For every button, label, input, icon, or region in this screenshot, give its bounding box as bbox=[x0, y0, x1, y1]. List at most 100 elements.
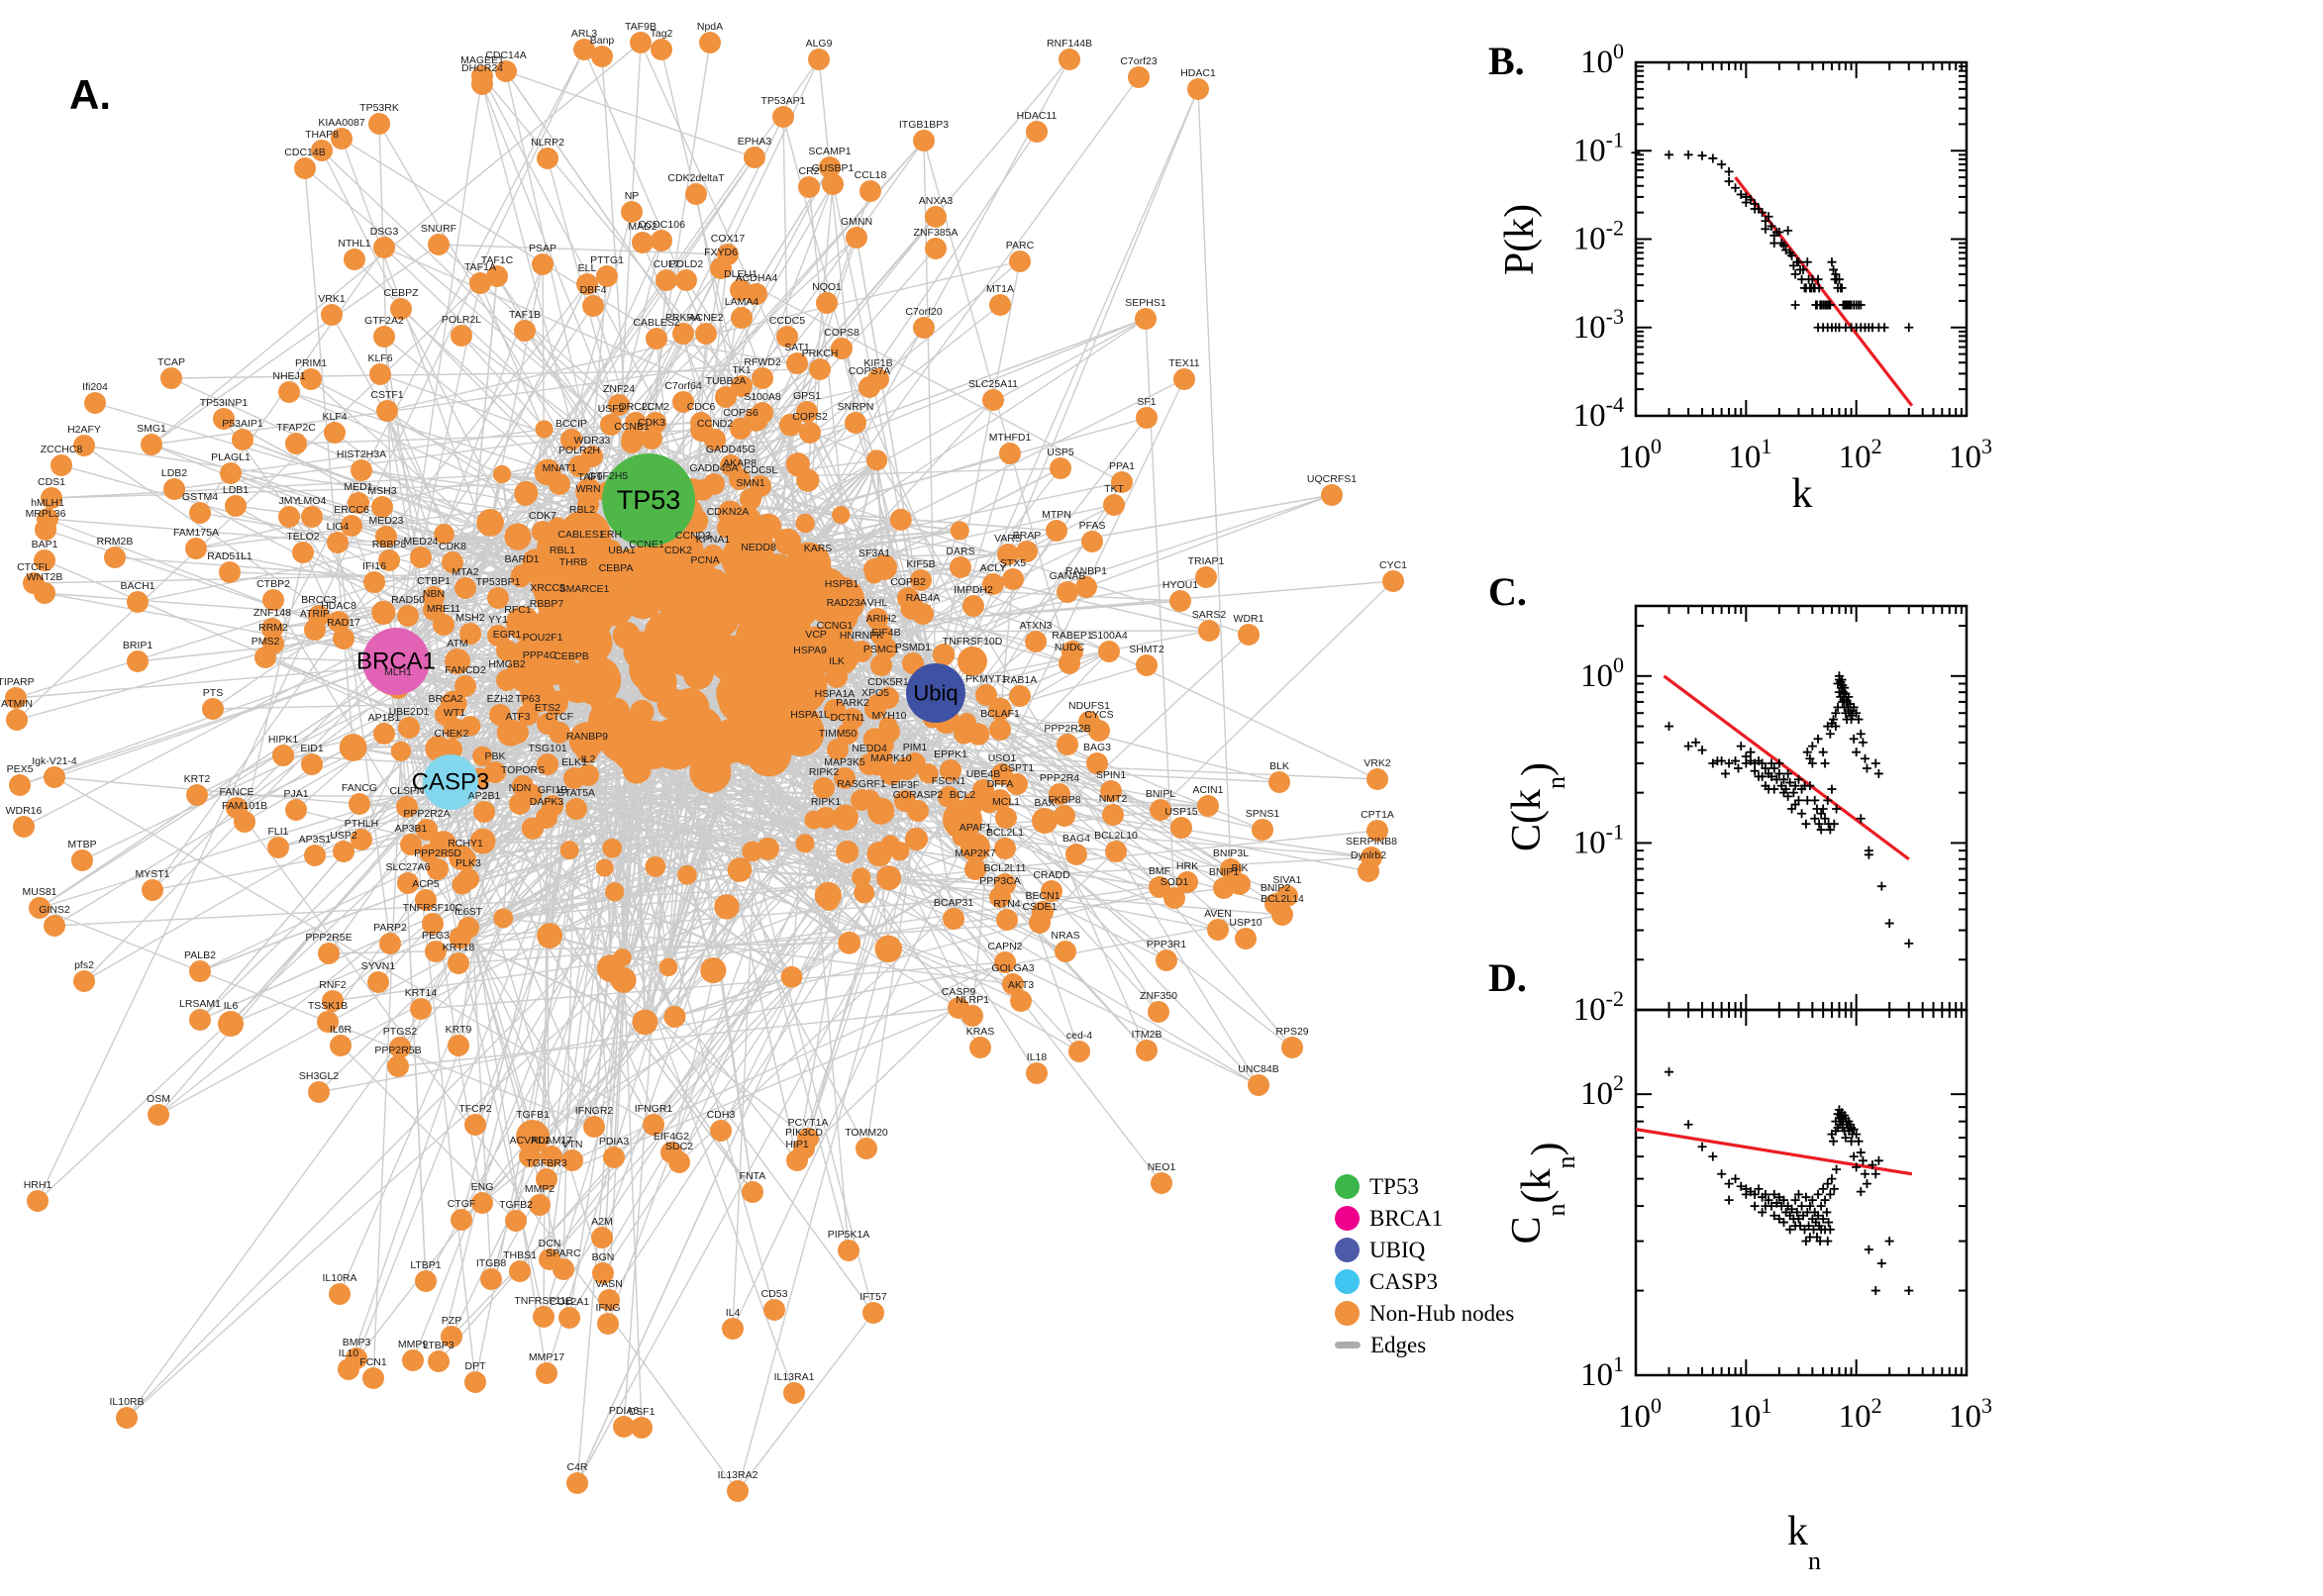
network-node-label: ARIH2 bbox=[866, 613, 897, 625]
network-node bbox=[71, 849, 93, 871]
network-node-label: PTGS2 bbox=[383, 1026, 418, 1038]
network-node-label: CABLES1 bbox=[557, 529, 604, 541]
network-node bbox=[999, 443, 1021, 464]
network-node bbox=[480, 1268, 502, 1290]
network-node-label: ANXA3 bbox=[919, 195, 954, 207]
network-node-label: NP bbox=[625, 190, 640, 202]
network-node-label: BCCIP bbox=[556, 418, 587, 430]
network-node bbox=[690, 412, 712, 434]
network-node bbox=[537, 753, 558, 775]
network-node-label: FNTA bbox=[740, 1170, 766, 1182]
network-node bbox=[311, 140, 333, 161]
network-node-label: SPIN1 bbox=[1096, 769, 1127, 781]
network-node-label: S100A8 bbox=[744, 391, 781, 403]
network-node bbox=[509, 793, 531, 815]
network-node-label: IL10 bbox=[339, 1347, 359, 1359]
network-node bbox=[415, 1270, 437, 1292]
network-node-label: SIVA1 bbox=[1273, 874, 1302, 886]
network-node bbox=[1016, 541, 1038, 562]
network-node-label: RCHY1 bbox=[448, 838, 483, 849]
network-node bbox=[997, 544, 1019, 565]
network-node bbox=[597, 1313, 619, 1335]
network-node bbox=[838, 1240, 859, 1261]
network-node-label: UNC84B bbox=[1238, 1063, 1278, 1075]
network-node bbox=[451, 325, 472, 347]
hub-node-tp53 bbox=[602, 453, 695, 547]
network-node-label: COX17 bbox=[711, 233, 746, 245]
network-node-label: CSF1 bbox=[629, 1406, 656, 1418]
network-node bbox=[913, 130, 935, 151]
network-node bbox=[532, 253, 554, 275]
network-node bbox=[1358, 860, 1379, 882]
network-node bbox=[1156, 949, 1177, 971]
network-node-label: PPP2R5D bbox=[414, 848, 461, 859]
network-node-label: PBK bbox=[484, 750, 505, 762]
network-node-label: GORASP2 bbox=[893, 789, 944, 801]
network-node-label: MTA2 bbox=[452, 566, 478, 578]
network-node bbox=[1136, 1040, 1158, 1061]
network-node-label: PIK3CD bbox=[785, 1127, 823, 1139]
network-node-label: BRIP1 bbox=[123, 640, 153, 651]
network-node bbox=[441, 1326, 462, 1347]
network-node-label: GFI1B bbox=[538, 784, 567, 796]
network-node-label: GTF2A2 bbox=[364, 315, 404, 327]
network-node bbox=[73, 435, 95, 456]
network-node bbox=[376, 400, 398, 422]
network-node bbox=[34, 549, 55, 571]
network-node bbox=[808, 49, 830, 70]
network-node-label: HRK bbox=[1176, 860, 1198, 872]
network-node-label: BCL2L10 bbox=[1094, 830, 1138, 842]
network-node-label: SLC25A11 bbox=[968, 378, 1018, 390]
network-node bbox=[710, 1120, 732, 1142]
network-node-label: PIP5K1A bbox=[828, 1229, 870, 1241]
network-node bbox=[752, 367, 773, 389]
network-node bbox=[219, 561, 241, 583]
network-node bbox=[1151, 1172, 1172, 1194]
network-node bbox=[367, 971, 389, 993]
network-node-label: IL18 bbox=[1027, 1051, 1048, 1063]
network-node-label: BNIPL bbox=[1146, 788, 1176, 800]
panel-d-label: D. bbox=[1488, 955, 1527, 1000]
network-node bbox=[189, 960, 211, 982]
network-core-node bbox=[677, 864, 697, 885]
network-core-node bbox=[582, 558, 605, 582]
network-node bbox=[902, 652, 924, 674]
network-node-label: PCYT1A bbox=[788, 1117, 829, 1129]
x-axis-title: k bbox=[1792, 471, 1813, 517]
network-node bbox=[630, 32, 652, 53]
network-node-label: MCL1 bbox=[992, 796, 1020, 808]
network-core-node bbox=[727, 857, 753, 882]
network-node-label: TNFRSF10D bbox=[943, 636, 1003, 648]
tick-label: 100 bbox=[1618, 1393, 1662, 1435]
network-node-label: MSH3 bbox=[367, 485, 396, 497]
network-node-label: hMLH1 bbox=[31, 497, 64, 509]
network-node-label: PRKRA bbox=[665, 312, 701, 324]
network-node bbox=[1059, 49, 1080, 70]
network-node bbox=[880, 763, 902, 785]
network-node bbox=[127, 650, 149, 672]
network-node-label: TGFB1 bbox=[516, 1109, 550, 1121]
network-node-label: CDH3 bbox=[707, 1109, 736, 1121]
network-node bbox=[1268, 771, 1290, 793]
network-node-label: MED24 bbox=[403, 536, 438, 548]
network-node-label: WRN bbox=[575, 483, 600, 495]
network-node bbox=[1271, 904, 1293, 926]
network-node bbox=[836, 608, 858, 630]
network-node bbox=[799, 422, 821, 444]
network-node bbox=[529, 660, 551, 682]
data-points bbox=[1631, 148, 1914, 333]
network-node bbox=[989, 789, 1011, 811]
network-node bbox=[1009, 685, 1031, 707]
network-node-label: TAF1C bbox=[481, 254, 514, 266]
network-node bbox=[189, 502, 211, 524]
network-core-node bbox=[832, 648, 855, 671]
network-core-node bbox=[371, 600, 396, 625]
network-node bbox=[672, 323, 694, 345]
network-node-label: LCM2 bbox=[642, 401, 669, 413]
network-node bbox=[368, 113, 390, 135]
network-node-label: BCLAF1 bbox=[980, 708, 1020, 720]
network-node-label: SCAMP1 bbox=[808, 146, 851, 157]
network-node-label: RNF144B bbox=[1047, 38, 1092, 50]
network-node bbox=[625, 412, 647, 434]
network-node bbox=[509, 1260, 531, 1282]
